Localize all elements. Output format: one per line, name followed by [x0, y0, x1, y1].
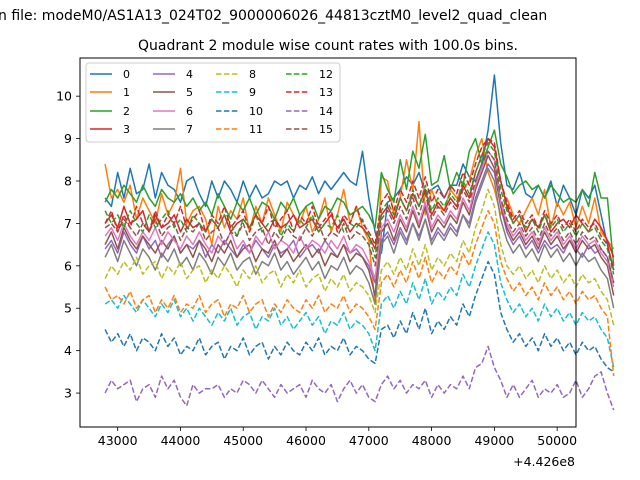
x-tick-label: 43000 — [98, 433, 138, 448]
x-offset-label: +4.426e8 — [513, 454, 575, 469]
legend-label-4: 4 — [186, 68, 193, 81]
series-line-8 — [104, 188, 615, 326]
series-line-14 — [104, 345, 615, 411]
y-tick-label: 6 — [64, 258, 72, 273]
series-line-6 — [104, 150, 615, 288]
y-tick-label: 8 — [64, 174, 72, 189]
legend-label-8: 8 — [249, 68, 256, 81]
series-line-0 — [104, 74, 615, 271]
series-line-4 — [104, 163, 615, 284]
legend-label-14: 14 — [319, 105, 333, 118]
series-line-2 — [104, 129, 615, 266]
series-line-15 — [104, 150, 615, 283]
series-line-10 — [104, 260, 615, 373]
x-tick-label: 45000 — [223, 433, 263, 448]
legend-label-3: 3 — [123, 123, 130, 136]
legend-label-9: 9 — [249, 86, 256, 99]
chart-title: Quadrant 2 module wise count rates with … — [138, 38, 518, 54]
legend-label-7: 7 — [186, 123, 193, 136]
y-tick-label: 5 — [64, 301, 72, 316]
figure-suptitle: n file: modeM0/AS1A13_024T02_9000006026_… — [0, 8, 547, 24]
x-tick-label: 47000 — [349, 433, 389, 448]
legend-label-1: 1 — [123, 86, 130, 99]
legend-label-10: 10 — [249, 105, 263, 118]
legend-label-5: 5 — [186, 86, 193, 99]
series-layer — [104, 74, 615, 411]
series-line-7 — [104, 167, 615, 309]
axes-layer: 43000 44000 45000 46000 47000 48000 49000 50000… — [56, 89, 577, 448]
series-line-12 — [104, 142, 615, 275]
legend-label-11: 11 — [249, 123, 263, 136]
legend-label-2: 2 — [123, 105, 130, 118]
legend-label-15: 15 — [319, 123, 333, 136]
y-tick-label: 3 — [64, 386, 72, 401]
x-tick-label: 50000 — [537, 433, 577, 448]
x-tick-label: 46000 — [286, 433, 326, 448]
series-line-13 — [104, 137, 615, 271]
legend-label-13: 13 — [319, 86, 333, 99]
plot-frame — [79, 57, 577, 428]
y-tick-label: 9 — [64, 131, 72, 146]
legend-label-6: 6 — [186, 105, 193, 118]
legend-box — [85, 62, 341, 143]
legend-label-12: 12 — [319, 68, 333, 81]
series-line-9 — [104, 231, 615, 368]
y-tick-label: 7 — [64, 216, 72, 231]
series-line-1 — [104, 120, 615, 305]
legend-label-0: 0 — [123, 68, 130, 81]
y-tick-label: 10 — [56, 89, 72, 104]
x-tick-label: 48000 — [412, 433, 452, 448]
series-line-5 — [104, 154, 615, 297]
y-tick-label: 4 — [64, 343, 72, 358]
x-tick-label: 44000 — [161, 433, 201, 448]
x-tick-label: 49000 — [474, 433, 514, 448]
